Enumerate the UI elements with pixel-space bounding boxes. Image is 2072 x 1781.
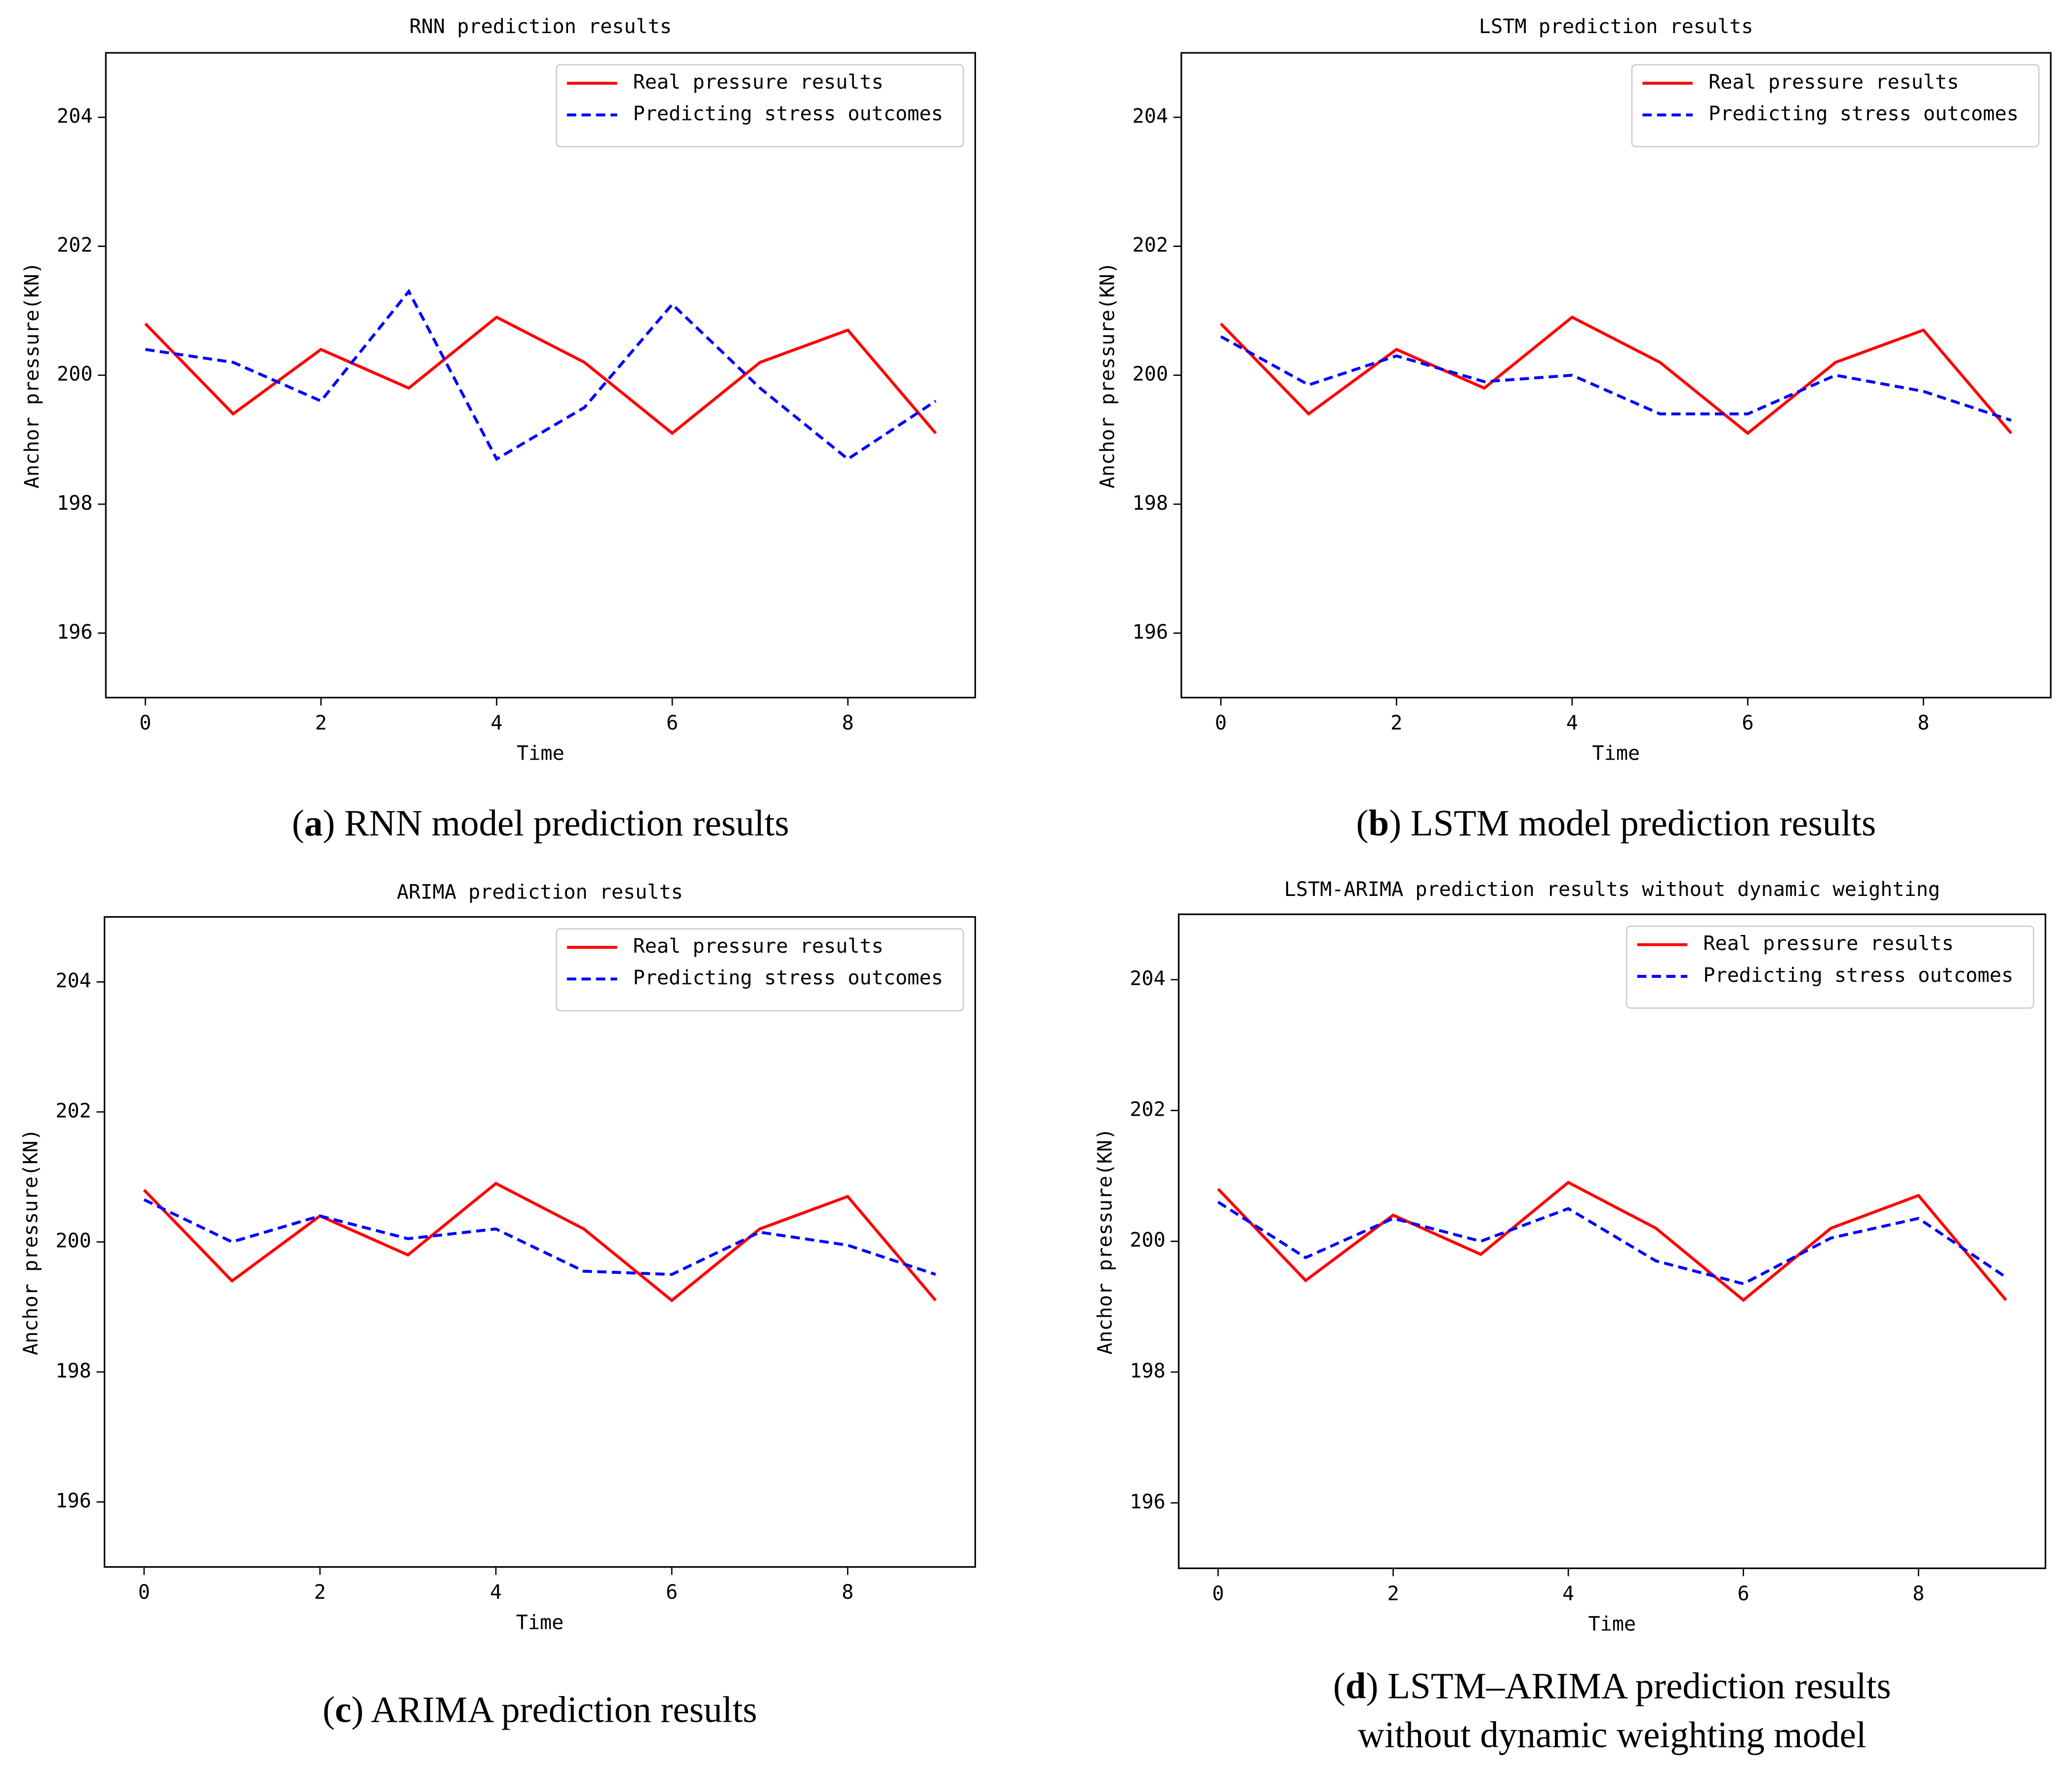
x-tick-label: 0 (139, 712, 151, 734)
y-tick-label: 200 (57, 363, 92, 386)
y-axis-label: Anchor pressure(KN) (1097, 262, 1119, 488)
x-tick-label: 4 (490, 1581, 502, 1604)
legend-label: Real pressure results (1708, 71, 1959, 94)
legend-label: Real pressure results (633, 935, 884, 958)
x-tick-label: 6 (666, 712, 678, 734)
caption-part: without dynamic weighting model (1358, 1715, 1867, 1756)
caption-part: ) LSTM model prediction results (1389, 803, 1876, 844)
caption-part: ( (292, 803, 304, 844)
y-tick-label: 204 (57, 105, 92, 128)
series-line (1217, 1201, 2007, 1286)
legend-label: Real pressure results (633, 71, 884, 94)
y-tick-label: 202 (1133, 234, 1168, 257)
legend-label: Predicting stress outcomes (633, 967, 943, 989)
caption-part: ( (1333, 1666, 1345, 1707)
series-line (1219, 315, 2013, 435)
caption-part: b (1369, 803, 1389, 844)
chart-title: ARIMA prediction results (397, 881, 683, 903)
x-tick-label: 6 (666, 1581, 678, 1604)
y-tick-label: 198 (1133, 492, 1168, 515)
chart-title: LSTM prediction results (1479, 15, 1753, 38)
x-tick-label: 4 (1566, 712, 1578, 734)
x-tick-label: 6 (1742, 712, 1753, 734)
caption: (b) LSTM model prediction results (1356, 803, 1876, 844)
caption-part: ) LSTM–ARIMA prediction results (1366, 1666, 1891, 1707)
series-line (143, 1198, 936, 1276)
caption-part: ) ARIMA prediction results (351, 1690, 757, 1731)
y-tick-label: 204 (55, 970, 91, 992)
x-tick-label: 0 (1212, 1582, 1224, 1605)
x-axis-label: Time (516, 1612, 564, 1634)
y-tick-label: 202 (57, 234, 92, 257)
y-tick-label: 198 (1130, 1360, 1165, 1382)
x-tick-label: 6 (1738, 1582, 1749, 1605)
y-axis-label: Anchor pressure(KN) (19, 1129, 42, 1355)
y-tick-label: 200 (55, 1230, 91, 1253)
x-tick-label: 0 (138, 1581, 150, 1604)
y-tick-label: 196 (1130, 1491, 1165, 1513)
legend-label: Predicting stress outcomes (633, 103, 943, 125)
plot-frame (1180, 52, 2052, 699)
y-axis-label: Anchor pressure(KN) (21, 262, 43, 488)
caption-part: c (335, 1690, 351, 1731)
series-line (1220, 335, 2012, 422)
y-tick-label: 196 (57, 621, 92, 644)
caption-part: ( (323, 1690, 335, 1731)
plot-frame (105, 52, 976, 699)
legend-label: Real pressure results (1703, 932, 1953, 955)
y-tick-label: 198 (57, 492, 92, 515)
legend-box (1625, 925, 2034, 1009)
y-tick-label: 196 (1133, 621, 1168, 644)
caption: without dynamic weighting model (1358, 1715, 1867, 1756)
y-axis-label: Anchor pressure(KN) (1094, 1128, 1116, 1355)
x-tick-label: 8 (1912, 1582, 1924, 1605)
x-tick-label: 4 (490, 712, 502, 734)
x-tick-label: 0 (1215, 712, 1227, 734)
y-tick-label: 200 (1130, 1229, 1165, 1252)
legend-box (556, 928, 964, 1012)
caption-part: ( (1356, 803, 1369, 844)
y-tick-label: 204 (1130, 968, 1165, 990)
legend-box (556, 64, 964, 148)
x-axis-label: Time (1592, 742, 1640, 765)
y-tick-label: 202 (1130, 1098, 1165, 1121)
x-tick-label: 2 (1387, 1582, 1399, 1605)
caption: (d) LSTM–ARIMA prediction results (1333, 1666, 1891, 1707)
x-axis-label: Time (1588, 1613, 1636, 1635)
chart-title: RNN prediction results (409, 15, 672, 38)
legend-label: Predicting stress outcomes (1703, 964, 2013, 987)
caption: (a) RNN model prediction results (292, 803, 789, 844)
y-tick-label: 200 (1133, 363, 1168, 386)
series-line (143, 1181, 937, 1302)
x-tick-label: 2 (315, 712, 327, 734)
x-tick-label: 2 (314, 1581, 326, 1604)
y-tick-label: 202 (55, 1099, 91, 1122)
caption-part: ) RNN model prediction results (323, 803, 789, 844)
caption-part: d (1345, 1666, 1366, 1707)
series-line (1217, 1180, 2007, 1302)
x-tick-label: 8 (842, 1581, 853, 1604)
x-tick-label: 4 (1562, 1582, 1574, 1605)
legend-box (1631, 64, 2040, 148)
caption-part: a (304, 803, 323, 844)
legend-label: Predicting stress outcomes (1708, 103, 2019, 125)
series-line (145, 288, 937, 461)
x-axis-label: Time (517, 742, 565, 765)
y-tick-label: 198 (55, 1360, 91, 1382)
x-tick-label: 8 (1917, 712, 1929, 734)
x-tick-label: 2 (1390, 712, 1402, 734)
plot-frame (1178, 913, 2046, 1569)
chart-title: LSTM-ARIMA prediction results without dy… (1284, 878, 1940, 901)
caption: (c) ARIMA prediction results (323, 1690, 757, 1731)
y-tick-label: 196 (55, 1490, 91, 1512)
y-tick-label: 204 (1133, 105, 1168, 128)
x-tick-label: 8 (842, 712, 854, 734)
plot-frame (103, 916, 976, 1568)
